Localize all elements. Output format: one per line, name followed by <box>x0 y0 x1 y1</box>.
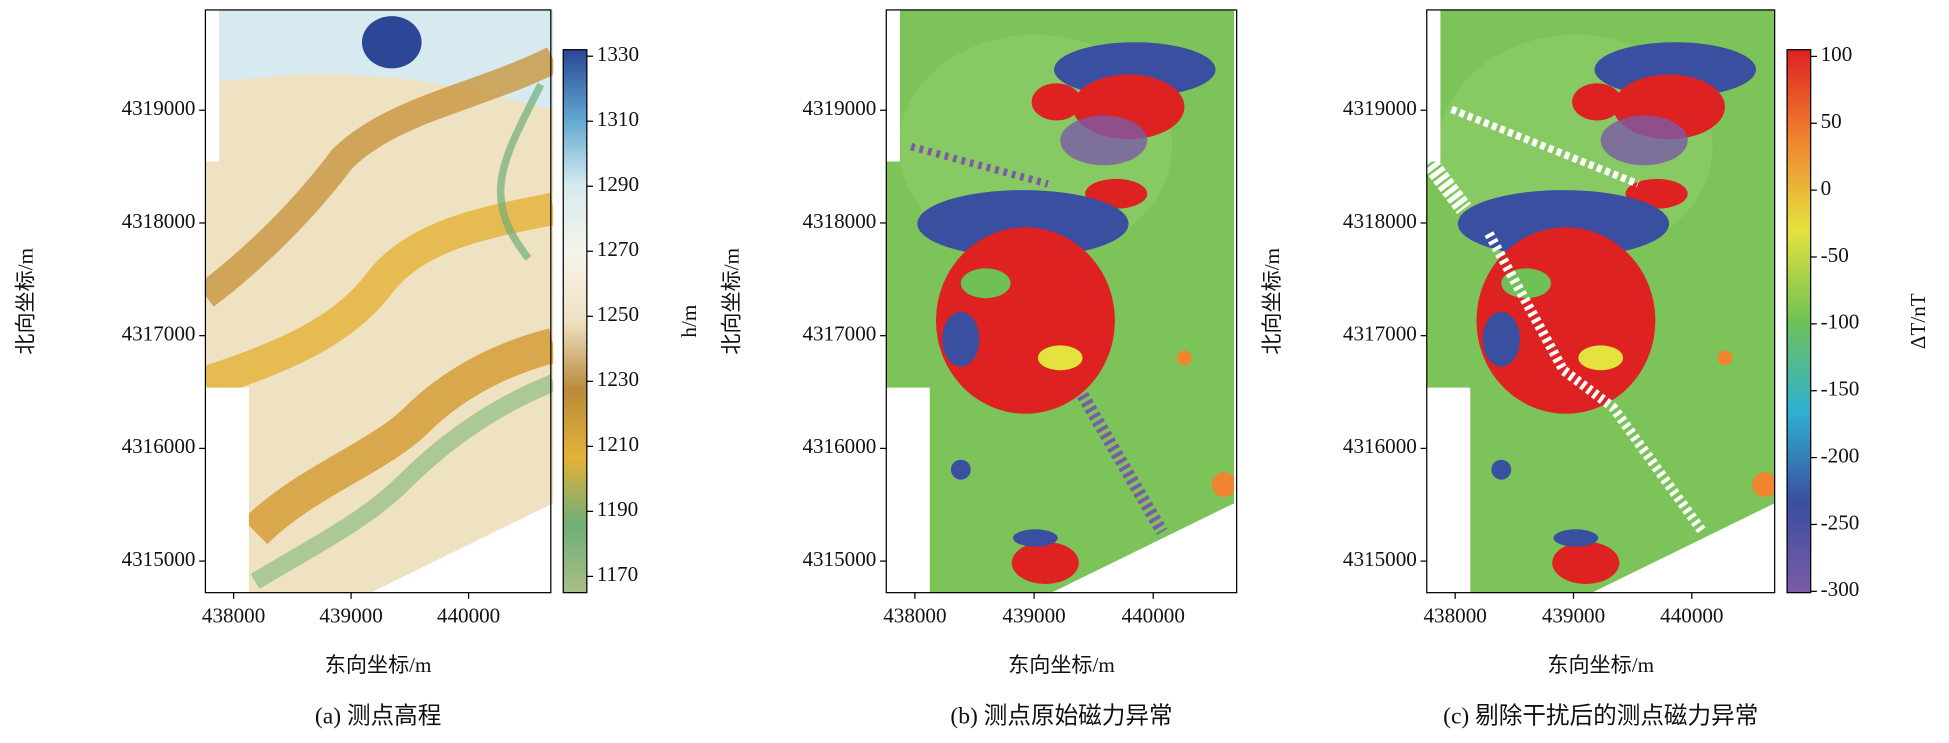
x-tick-label: 438000 <box>1423 603 1486 627</box>
colorbar-tick-label: -50 <box>1821 243 1849 267</box>
x-tick-label: 439000 <box>1002 603 1065 627</box>
x-tick-label: 440000 <box>1122 603 1185 627</box>
y-tick-label: 4316000 <box>802 434 876 458</box>
panel-caption: (b) 测点原始磁力异常 <box>950 703 1172 730</box>
y-axis-label: 北向坐标/m <box>719 247 743 354</box>
x-axis-label: 东向坐标/m <box>325 653 432 677</box>
y-tick-label: 4316000 <box>122 434 196 458</box>
colorbar-tick-label: 50 <box>1821 109 1842 133</box>
x-tick-label: 439000 <box>1542 603 1605 627</box>
y-tick-label: 4316000 <box>1343 434 1417 458</box>
x-tick-label: 438000 <box>202 603 265 627</box>
colorbar-tick-label: 1230 <box>597 367 639 391</box>
colorbar <box>562 49 588 594</box>
colorbar-tick-label: -150 <box>1821 377 1860 401</box>
y-tick-label: 4319000 <box>122 96 196 120</box>
y-tick-label: 4315000 <box>802 547 876 571</box>
y-tick-label: 4318000 <box>802 209 876 233</box>
colorbar-tick-label: -100 <box>1821 310 1860 334</box>
y-tick-label: 4319000 <box>802 96 876 120</box>
axes-frame <box>885 9 1238 594</box>
panel-caption: (c) 剔除干扰后的测点磁力异常 <box>1443 703 1758 730</box>
y-tick-label: 4319000 <box>1343 96 1417 120</box>
colorbar-tick-label: -200 <box>1821 443 1860 467</box>
colorbar-tick-label: 1270 <box>597 237 639 261</box>
y-tick-label: 4318000 <box>1343 209 1417 233</box>
colorbar-label: ΔT/nT <box>1906 293 1930 349</box>
elevation-map <box>205 9 554 593</box>
colorbar-tick-label: 1190 <box>597 497 638 521</box>
colorbar-label: h/m <box>677 304 701 337</box>
y-axis-label: 北向坐标/m <box>14 247 38 354</box>
x-axis-label: 东向坐标/m <box>1547 653 1654 677</box>
filtered-anomaly-map <box>1426 9 1775 593</box>
raw-anomaly-map <box>886 9 1235 593</box>
x-tick-label: 440000 <box>1660 603 1723 627</box>
colorbar-tick-label: 1310 <box>597 107 639 131</box>
axes-frame <box>204 9 552 594</box>
y-tick-label: 4315000 <box>1343 547 1417 571</box>
y-tick-label: 4317000 <box>122 322 196 346</box>
y-axis-label: 北向坐标/m <box>1260 247 1284 354</box>
colorbar-tick-label: 0 <box>1821 176 1832 200</box>
y-tick-label: 4317000 <box>802 322 876 346</box>
colorbar-tick-label: 100 <box>1821 42 1853 66</box>
x-axis-label: 东向坐标/m <box>1008 653 1115 677</box>
colorbar-tick-label: -250 <box>1821 510 1860 534</box>
colorbar-tick-label: 1250 <box>597 302 639 326</box>
colorbar-tick-label: 1290 <box>597 172 639 196</box>
x-tick-label: 438000 <box>883 603 946 627</box>
x-tick-label: 439000 <box>319 603 382 627</box>
axes-frame <box>1426 9 1776 594</box>
y-tick-label: 4317000 <box>1343 322 1417 346</box>
panel-caption: (a) 测点高程 <box>315 703 441 730</box>
colorbar-tick-label: 1330 <box>597 42 639 66</box>
colorbar-tick-label: -300 <box>1821 577 1860 601</box>
y-tick-label: 4318000 <box>122 209 196 233</box>
x-tick-label: 440000 <box>437 603 500 627</box>
colorbar-tick-label: 1210 <box>597 432 639 456</box>
colorbar-tick-label: 1170 <box>597 562 638 586</box>
colorbar <box>1786 49 1812 594</box>
y-tick-label: 4315000 <box>122 547 196 571</box>
